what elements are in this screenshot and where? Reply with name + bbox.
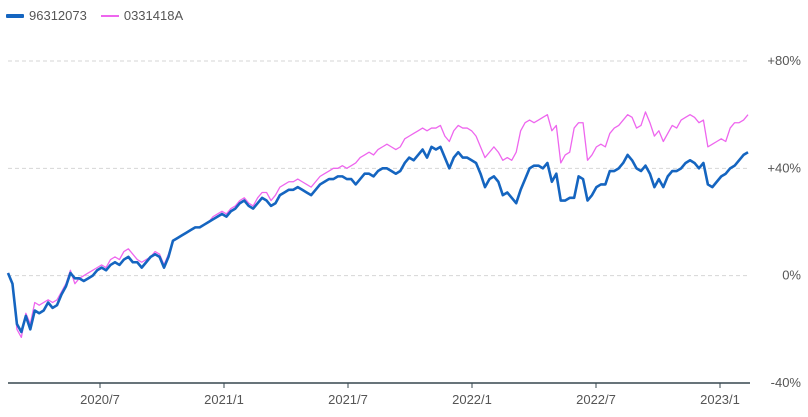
- x-axis-ticks: 2020/7 2021/1 2021/7 2022/1 2022/7 2023/1: [80, 383, 740, 407]
- x-tick-label: 2020/7: [80, 392, 120, 407]
- series-lines: [6, 111, 749, 339]
- series-line-0331418A: [7, 111, 749, 339]
- legend-swatch-series2: [100, 14, 119, 17]
- x-tick-label: 2023/1: [700, 392, 740, 407]
- y-tick-label: +80%: [767, 53, 801, 68]
- x-tick-label: 2022/1: [452, 392, 492, 407]
- y-tick-label: +40%: [767, 160, 801, 175]
- legend-label-series1: 96312073: [29, 8, 87, 23]
- x-tick-label: 2022/7: [576, 392, 616, 407]
- gridlines: [8, 60, 750, 384]
- x-tick-label: 2021/7: [328, 392, 368, 407]
- legend-item-series1[interactable]: 96312073: [6, 8, 87, 23]
- legend-swatch-series1: [6, 13, 24, 18]
- y-tick-label: 0%: [782, 268, 801, 283]
- x-tick-label: 2021/1: [204, 392, 244, 407]
- legend-item-series2[interactable]: 0331418A: [100, 8, 184, 23]
- series-line-96312073: [6, 145, 749, 334]
- y-tick-label: -40%: [771, 375, 802, 390]
- legend-label-series2: 0331418A: [123, 8, 184, 23]
- legend: 96312073 0331418A: [6, 8, 183, 23]
- y-axis-ticks: +80% +40% 0% -40%: [767, 53, 801, 390]
